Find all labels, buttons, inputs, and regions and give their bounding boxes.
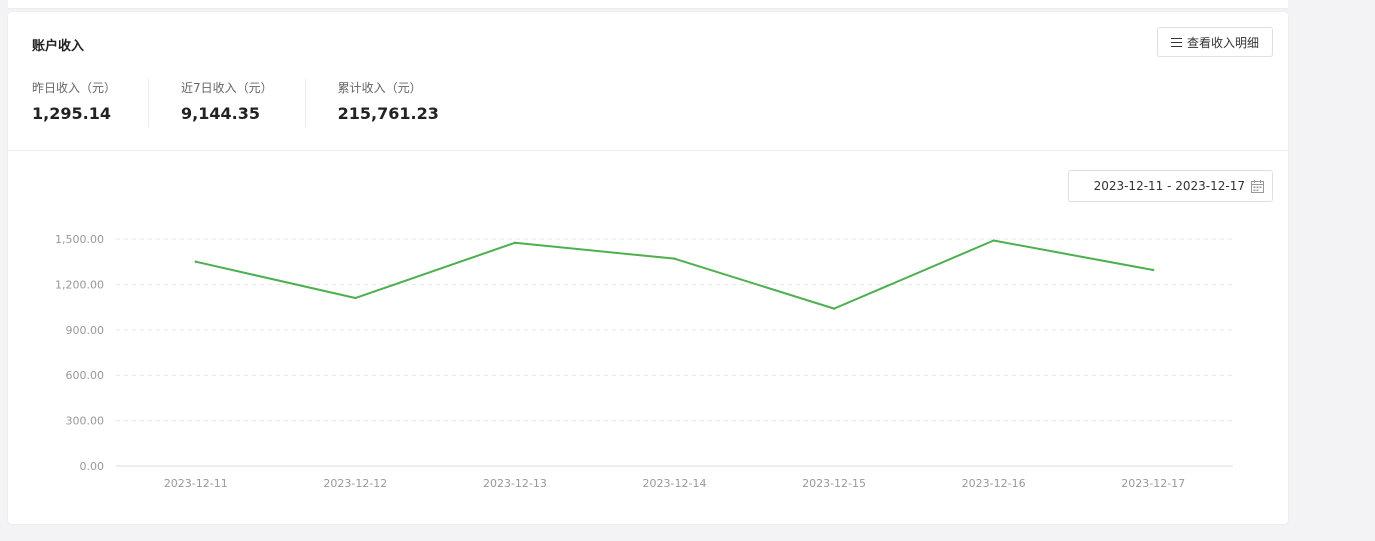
y-tick-label: 0.00 [80,460,105,473]
stat-value: 215,761.23 [337,104,439,123]
x-tick-label: 2023-12-15 [802,477,866,490]
y-tick-label: 300.00 [66,415,105,428]
detail-button-label: 查看收入明细 [1186,35,1259,50]
x-tick-label: 2023-12-16 [962,477,1026,490]
data-point [194,260,197,263]
y-tick-label: 600.00 [66,369,105,382]
stat-label: 昨日收入（元） [32,81,117,95]
x-tick-label: 2023-12-11 [164,477,228,490]
series-line [195,239,1154,310]
stat-total: 累计收入（元） 215,761.23 [338,79,471,127]
x-tick-label: 2023-12-13 [483,477,547,490]
stat-last-7-days: 近7日收入（元） 9,144.35 [181,79,306,127]
date-range-picker[interactable]: 2023-12-11 - 2023-12-17 [1068,170,1273,202]
y-tick-label: 900.00 [66,324,105,337]
x-tick-label: 2023-12-17 [1121,477,1185,490]
x-tick-label: 2023-12-14 [643,477,707,490]
card-title: 账户收入 [32,39,85,54]
section-divider [8,150,1288,151]
stat-label: 近7日收入（元） [181,81,273,95]
income-card: 账户收入 查看收入明细 昨日收入（元） 1,295.14 近7日收入（元） 9,… [8,12,1288,524]
view-income-detail-button[interactable]: 查看收入明细 [1157,27,1273,57]
income-line-chart: 0.00 300.00 600.00 900.00 1,200.00 1,500.00 20… [55,233,1233,490]
stat-yesterday: 昨日收入（元） 1,295.14 [32,79,150,127]
data-point [992,239,995,242]
stat-label: 累计收入（元） [337,81,422,95]
data-point [832,307,836,310]
calendar-icon [1251,179,1264,193]
data-point [673,257,676,260]
y-tick-label: 1,500.00 [55,233,104,246]
data-point [354,296,357,300]
menu-icon [1170,37,1182,47]
stat-value: 1,295.14 [32,104,111,123]
stat-value: 9,144.35 [181,104,260,123]
date-range-text: 2023-12-11 - 2023-12-17 [1093,179,1245,193]
stats-row: 昨日收入（元） 1,295.14 近7日收入（元） 9,144.35 累计收入（… [32,79,503,127]
data-point [513,241,517,244]
x-tick-label: 2023-12-12 [323,477,387,490]
top-panel-edge [8,0,1288,9]
y-tick-label: 1,200.00 [55,278,104,291]
data-point [1152,268,1155,272]
